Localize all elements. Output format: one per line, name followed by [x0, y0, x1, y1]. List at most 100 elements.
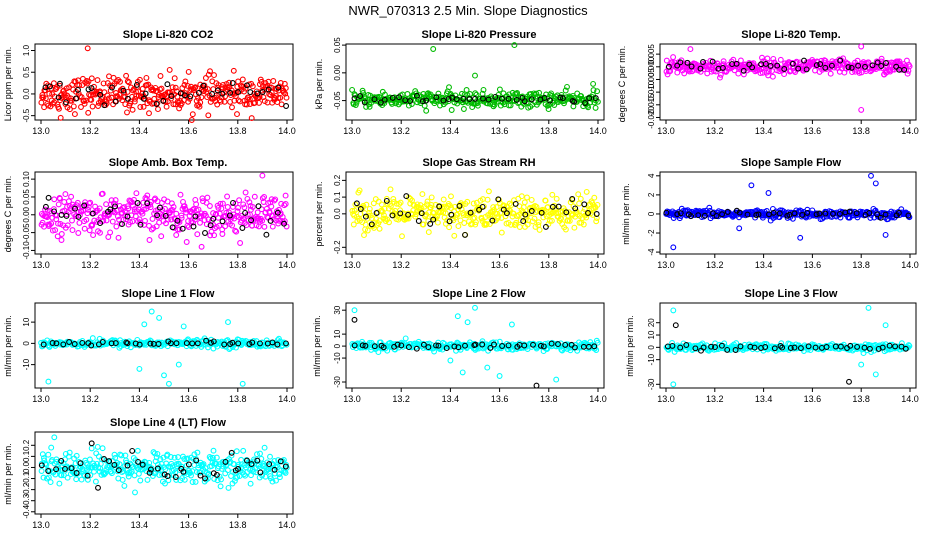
data-point [90, 232, 97, 239]
y-tick-label: -10 [333, 352, 342, 364]
data-point [209, 91, 216, 97]
data-point [663, 209, 670, 216]
data-point [822, 64, 829, 71]
data-point [389, 212, 396, 219]
data-point [389, 100, 395, 107]
data-point [229, 339, 236, 346]
data-point [435, 342, 442, 349]
data-point [719, 64, 726, 71]
data-point [816, 210, 823, 217]
data-point [264, 214, 271, 220]
data-point [855, 62, 862, 69]
data-point [155, 106, 161, 113]
data-point [73, 476, 80, 483]
data-point [265, 86, 272, 93]
data-point [125, 205, 132, 212]
data-point [99, 445, 106, 452]
outlier-point [161, 372, 167, 379]
series-selected [663, 207, 912, 221]
data-point [195, 89, 202, 96]
data-point [446, 224, 453, 231]
outlier-point [259, 172, 266, 179]
y-axis-label: ml/min per min. [312, 315, 322, 377]
data-point [562, 87, 569, 94]
data-point [408, 101, 415, 107]
data-point [88, 440, 95, 447]
data-point [164, 473, 171, 480]
data-point [144, 476, 151, 483]
data-point [440, 196, 447, 203]
data-point [427, 220, 434, 227]
data-point [58, 95, 65, 102]
data-point [485, 188, 492, 195]
outlier-point [797, 234, 804, 241]
data-point [528, 208, 535, 214]
data-point [260, 460, 267, 467]
panel-title: Slope Li-820 Pressure [422, 29, 537, 41]
data-point [189, 111, 196, 118]
x-tick-label: 13.2 [706, 260, 724, 270]
data-point [901, 66, 908, 73]
data-point [472, 219, 479, 226]
x-tick-label: 13.8 [852, 260, 870, 270]
plot-area-5: 13.0 13.2 13.4 13.6 13.8 14.0 -4 -2 0 2 4 [647, 171, 919, 270]
data-point [277, 80, 284, 86]
plot-area-2: 13.0 13.2 13.4 13.6 13.8 14.0-0.020-0.015-0.0… [647, 43, 919, 136]
data-point [217, 483, 224, 490]
data-point [200, 82, 207, 89]
x-tick-label: 14.0 [589, 394, 607, 404]
data-point [812, 344, 819, 351]
data-point [419, 191, 426, 198]
data-point [405, 215, 412, 222]
data-point [593, 218, 600, 225]
x-tick-label: 13.4 [131, 394, 149, 404]
data-point [495, 196, 502, 203]
data-point [407, 98, 414, 105]
data-point [232, 200, 239, 207]
data-point [521, 199, 528, 206]
data-point [566, 217, 573, 224]
data-point [779, 344, 786, 351]
data-point [193, 457, 200, 464]
data-point [724, 346, 731, 353]
data-point [571, 344, 578, 351]
outlier-point [670, 244, 677, 251]
data-point [86, 227, 93, 234]
data-point [801, 57, 807, 64]
data-point [906, 343, 913, 349]
data-point [273, 477, 279, 484]
x-tick-label: 14.0 [278, 520, 296, 530]
y-tick-label: -2 [647, 229, 656, 237]
data-point [51, 208, 58, 215]
x-tick-label: 13.0 [343, 126, 361, 136]
data-point [137, 221, 144, 228]
data-point [180, 468, 187, 475]
data-point [112, 203, 118, 210]
data-point [234, 208, 241, 215]
plot-area-8: 13.0 13.2 13.4 13.6 13.8 14.0 -30 -10 0 10 20 [647, 302, 919, 404]
y-tick-label: 0.1 [22, 450, 31, 462]
data-point [446, 218, 453, 225]
data-point [458, 90, 465, 97]
data-point [198, 243, 205, 250]
data-point [564, 83, 570, 90]
series-selected [42, 194, 287, 238]
data-point [130, 202, 136, 209]
series-all [38, 434, 290, 496]
data-point [684, 59, 691, 66]
panel-line3-flow: Slope Line 3 Flow ml/min per min. [625, 288, 838, 377]
data-point [420, 341, 427, 348]
data-point [197, 219, 203, 226]
x-tick-label: 13.4 [131, 260, 149, 270]
data-point [47, 83, 53, 90]
data-point [423, 97, 430, 104]
data-point [84, 476, 91, 483]
data-point [168, 95, 174, 102]
data-point [221, 98, 228, 105]
data-point [433, 342, 439, 349]
data-point [171, 454, 178, 461]
data-point [189, 206, 196, 213]
y-tick-label: -0.4 [22, 504, 31, 518]
plot-area-3: 13.0 13.2 13.4 13.6 13.8 14.0-0.10-0.050.000.… [22, 171, 296, 270]
data-point [216, 210, 223, 217]
